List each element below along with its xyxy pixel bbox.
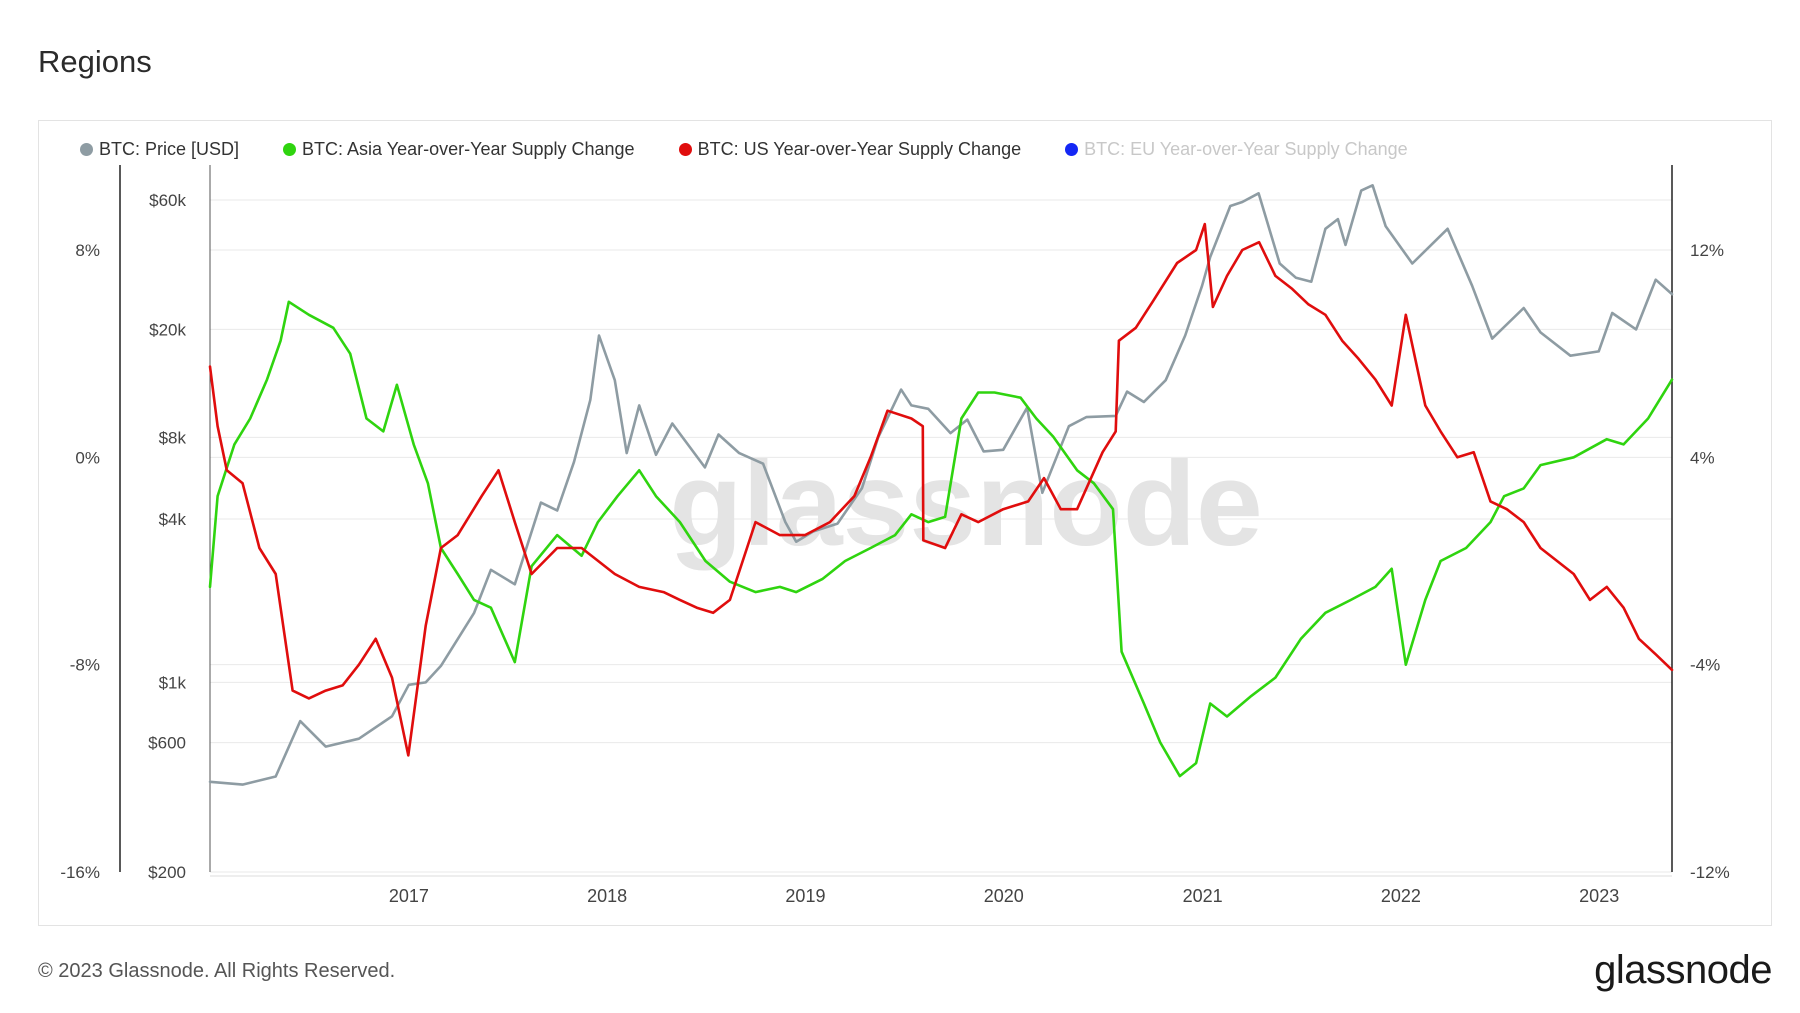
right-percent-tick-label: 4% <box>1690 448 1715 467</box>
x-tick-label: 2020 <box>984 886 1024 906</box>
price-tick-label: $4k <box>159 510 187 529</box>
legend-label-us: BTC: US Year-over-Year Supply Change <box>697 138 1022 159</box>
x-tick-label: 2023 <box>1579 886 1619 906</box>
price-tick-label: $200 <box>148 863 186 882</box>
footer-copyright: © 2023 Glassnode. All Rights Reserved. <box>38 960 396 982</box>
page-title: Regions <box>38 44 152 79</box>
left-percent-tick-label: -8% <box>70 656 100 675</box>
legend-dot-price-icon <box>80 142 93 156</box>
right-percent-tick-label: -12% <box>1690 863 1730 882</box>
legend-label-price: BTC: Price [USD] <box>99 138 240 159</box>
legend-item-price[interactable]: BTC: Price [USD] <box>80 139 239 160</box>
legend-item-us[interactable]: BTC: US Year-over-Year Supply Change <box>678 138 1022 160</box>
x-tick-label: 2017 <box>389 886 429 906</box>
price-tick-label: $20k <box>149 320 186 339</box>
series-line-asia <box>208 300 1674 778</box>
x-tick-label: 2022 <box>1381 886 1421 906</box>
legend-item-eu[interactable]: BTC: EU Year-over-Year Supply Change <box>1065 139 1408 160</box>
legend-dot-asia-icon <box>283 142 297 156</box>
legend-label-asia: BTC: Asia Year-over-Year Supply Change <box>302 138 635 159</box>
price-tick-label: $1k <box>159 673 187 692</box>
series-line-us <box>208 222 1674 757</box>
price-tick-label: $60k <box>149 191 186 210</box>
brand-logo: glassnode <box>1594 948 1772 992</box>
x-tick-label: 2019 <box>785 886 825 906</box>
price-tick-label: $8k <box>159 428 187 447</box>
price-tick-label: $600 <box>148 734 186 753</box>
series-line-price <box>208 184 1674 786</box>
left-percent-tick-label: 8% <box>75 241 100 260</box>
x-tick-label: 2021 <box>1183 886 1223 906</box>
right-percent-tick-label: 12% <box>1690 241 1724 260</box>
legend-item-asia[interactable]: BTC: Asia Year-over-Year Supply Change <box>283 139 635 160</box>
legend-label-eu: BTC: EU Year-over-Year Supply Change <box>1084 138 1408 159</box>
left-percent-tick-label: 0% <box>75 448 100 467</box>
left-percent-tick-label: -16% <box>60 863 100 882</box>
legend-dot-eu-icon <box>1065 142 1079 156</box>
legend-dot-us-icon <box>678 142 692 156</box>
watermark: glassnode <box>669 437 1263 571</box>
chart-panel <box>38 120 1772 926</box>
chart-legend: BTC: Price [USD] BTC: Asia Year-over-Yea… <box>80 138 1452 160</box>
right-percent-tick-label: -4% <box>1690 656 1720 675</box>
x-tick-label: 2018 <box>587 886 627 906</box>
